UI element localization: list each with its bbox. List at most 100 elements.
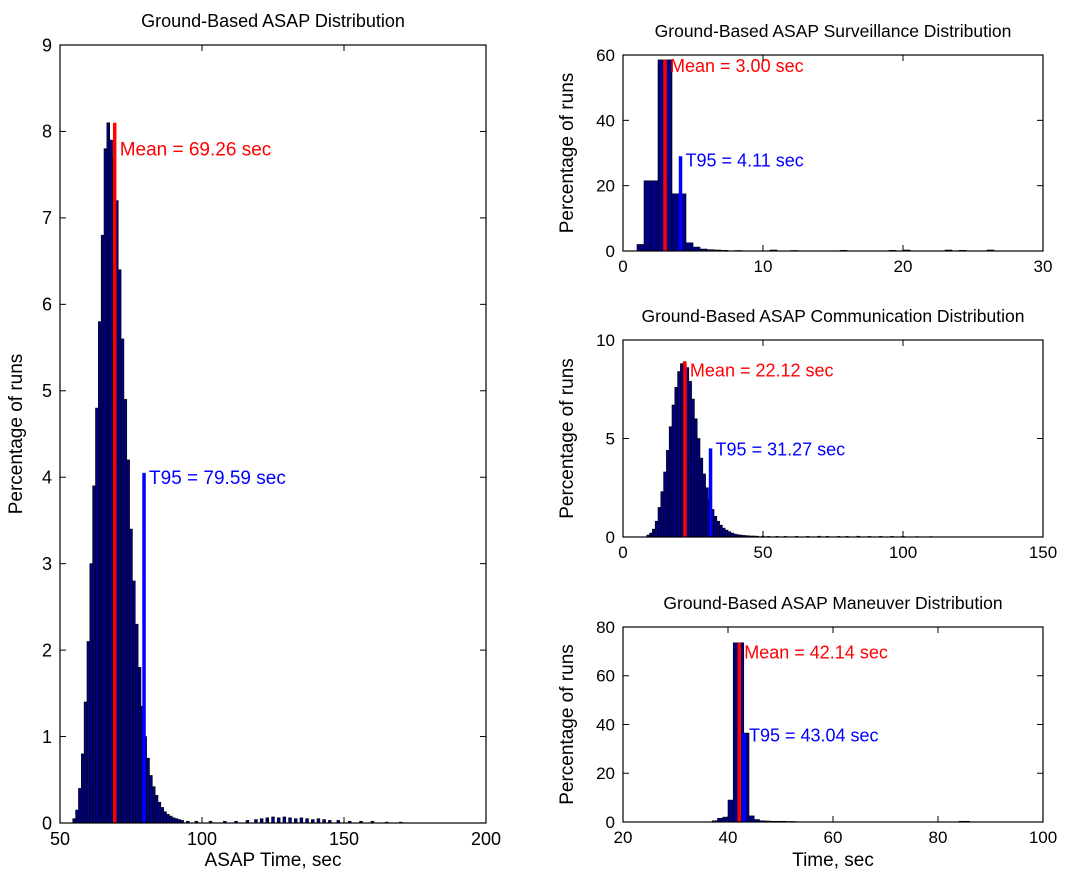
x-tick-label: 100 [1029, 828, 1057, 847]
histogram-bar [137, 667, 142, 824]
x-tick-label: 100 [889, 543, 917, 562]
histogram-bar [305, 818, 309, 824]
y-axis-label: Percentage of runs [557, 644, 578, 805]
y-tick-label: 60 [596, 667, 615, 686]
histogram-bar [75, 809, 79, 824]
histogram-bar [722, 527, 726, 538]
histogram-bar [643, 180, 652, 252]
y-tick-label: 0 [606, 528, 615, 547]
y-tick-label: 40 [596, 715, 615, 734]
histogram-bar [83, 701, 88, 824]
t95-label: T95 = 31.27 sec [716, 439, 846, 459]
y-tick-label: 20 [596, 764, 615, 783]
y-tick-label: 10 [596, 331, 615, 350]
x-axis-label: Time, sec [792, 850, 874, 871]
histogram-bar [688, 381, 692, 538]
x-axis-label: ASAP Time, sec [205, 850, 342, 871]
histogram-bar [705, 487, 709, 538]
y-tick-label: 7 [42, 208, 52, 228]
histogram-bar [117, 269, 122, 824]
y-tick-label: 8 [42, 122, 52, 142]
x-tick-label: 50 [754, 543, 773, 562]
x-tick-label: 20 [614, 828, 633, 847]
mean-label: Mean = 69.26 sec [120, 140, 272, 161]
histogram-bar [748, 815, 755, 823]
x-tick-label: 30 [1034, 257, 1053, 276]
mean-label: Mean = 42.14 sec [744, 642, 888, 662]
histogram-bar [72, 818, 76, 824]
histogram-bar [694, 418, 698, 538]
y-tick-label: 1 [42, 727, 52, 747]
histogram-bar [81, 753, 85, 824]
histogram-bar [663, 471, 667, 538]
histogram-bar [696, 438, 701, 538]
x-tick-label: 50 [50, 829, 70, 849]
x-tick-label: 10 [754, 257, 773, 276]
t95-label: T95 = 79.59 sec [149, 468, 286, 489]
y-tick-label: 6 [42, 295, 52, 315]
histogram-bar [123, 399, 128, 824]
histogram-bar [657, 507, 662, 538]
histogram-bar [713, 516, 718, 538]
axes-frame [59, 44, 487, 824]
histogram-bar [154, 795, 159, 824]
histogram-bar [92, 485, 96, 824]
x-tick-label: 40 [719, 828, 738, 847]
histogram-bar [163, 811, 167, 824]
y-tick-label: 5 [42, 381, 52, 401]
histogram-bar [89, 563, 93, 824]
histogram-bar [171, 817, 176, 824]
y-tick-label: 5 [606, 429, 615, 448]
y-tick-label: 0 [42, 813, 52, 833]
chart-4: Mean = 42.14 sec T95 = 43.04 sec 20 40 60 80 1… [557, 593, 1057, 871]
histogram-bar [129, 528, 133, 824]
histogram-bar [288, 817, 292, 824]
histogram-bar [265, 817, 270, 824]
x-tick-label: 150 [329, 829, 359, 849]
x-tick-label: 60 [824, 828, 843, 847]
y-tick-label: 2 [42, 640, 52, 660]
x-tick-label: 80 [929, 828, 948, 847]
histogram-bar [106, 122, 111, 824]
histogram-bar [166, 814, 170, 824]
y-tick-label: 20 [596, 177, 615, 196]
y-tick-label: 60 [596, 46, 615, 65]
histogram-bar [666, 450, 670, 538]
plot-area [623, 627, 1043, 822]
mean-label: Mean = 3.00 sec [670, 56, 804, 76]
chart-title: Ground-Based ASAP Communication Distribu… [642, 306, 1025, 326]
chart-title: Ground-Based ASAP Surveillance Distribut… [655, 21, 1012, 41]
histogram-bar [134, 623, 139, 824]
histogram-bar [719, 524, 723, 538]
histogram-bar [169, 815, 173, 824]
histogram-bar [146, 757, 150, 824]
x-tick-label: 0 [618, 257, 627, 276]
histogram-bar [650, 180, 659, 252]
x-tick-label: 200 [471, 829, 501, 849]
y-tick-label: 40 [596, 111, 615, 130]
histogram-bar [671, 193, 680, 252]
histogram-bar [78, 788, 82, 824]
x-tick-label: 0 [618, 543, 627, 562]
y-tick-label: 9 [42, 35, 52, 55]
histogram-bar [98, 321, 102, 824]
x-tick-label: 100 [187, 829, 217, 849]
histogram-bar [674, 386, 678, 538]
y-axis-label: Percentage of runs [557, 73, 578, 234]
histogram-bar [636, 244, 645, 252]
y-axis-label: Percentage of runs [6, 354, 27, 515]
histogram-bar [716, 520, 720, 538]
y-axis-label: Percentage of runs [557, 358, 578, 519]
histogram-bar [685, 242, 694, 252]
axes-frame [622, 54, 1044, 252]
histogram-bar [654, 520, 659, 538]
histogram-bar [677, 371, 681, 538]
histogram-bar [100, 234, 105, 824]
histogram-bar [652, 528, 656, 538]
histogram-bar [724, 529, 729, 538]
y-tick-label: 4 [42, 468, 52, 488]
histogram-bar [680, 363, 684, 538]
